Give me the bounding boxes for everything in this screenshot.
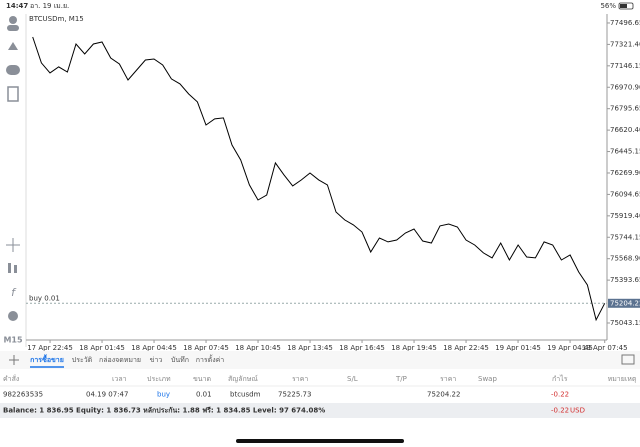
y-tick-label: 76970.90: [610, 83, 640, 91]
current-price-label: 75204.22: [610, 299, 640, 307]
tab[interactable]: กล่องจดหมาย: [99, 356, 141, 364]
tab[interactable]: การซื้อขาย: [30, 353, 64, 364]
icon-add[interactable]: [7, 86, 19, 102]
y-tick-label: 76269.90: [610, 169, 640, 177]
x-tick-label: 18 Apr 13:45: [287, 344, 333, 352]
price-line: [32, 36, 606, 322]
column-header[interactable]: Swap: [478, 375, 497, 383]
left-toolbar: f M15: [3, 16, 23, 345]
x-tick-label: 18 Apr 07:45: [183, 344, 229, 352]
icon-new-order[interactable]: [9, 355, 19, 365]
y-tick-label: 75919.40: [610, 212, 640, 220]
column-header[interactable]: S/L: [347, 375, 358, 383]
y-tick-label: 76094.65: [610, 190, 640, 198]
icon-trade[interactable]: [8, 42, 18, 50]
column-header[interactable]: คำสั่ง: [3, 374, 19, 383]
battery-level: [620, 4, 627, 8]
y-tick-label: 77146.15: [610, 62, 640, 70]
x-tick-label: 19 Apr 04:45: [547, 344, 593, 352]
chart-title: BTCUSDm, M15: [29, 15, 84, 23]
cell-volume: 0.01: [196, 391, 212, 399]
tab[interactable]: บันทึก: [171, 355, 189, 364]
tabs: การซื้อขาย ประวัติ กล่องจดหมาย ข่าว บันทึก กา…: [30, 353, 225, 368]
icon-objects[interactable]: [8, 311, 18, 321]
trade-table: คำสั่ง เวลา ประเภท ขนาด สัญลักษณ์ ราคา S/L T/P ร…: [0, 374, 640, 399]
column-header[interactable]: สัญลักษณ์: [228, 375, 258, 383]
balance-bar: [0, 403, 640, 418]
x-tick-label: 18 Apr 22:45: [443, 344, 489, 352]
currency: USD: [570, 407, 585, 415]
column-header[interactable]: ราคา: [292, 375, 308, 383]
column-header[interactable]: ขนาด: [193, 375, 211, 383]
icon-account[interactable]: [9, 16, 17, 24]
column-header[interactable]: หมายเหตุ: [608, 375, 637, 383]
column-header[interactable]: T/P: [395, 375, 407, 383]
x-tick-label: 18 Apr 16:45: [339, 344, 385, 352]
balance-text: Balance: 1 836.95 Equity: 1 836.73 หลักป…: [3, 407, 325, 415]
current-price-box: [608, 298, 640, 308]
y-tick-label: 75744.15: [610, 233, 640, 241]
icon-function[interactable]: f: [11, 286, 17, 299]
x-tick-label: 18 Apr 10:45: [235, 344, 281, 352]
x-tick-label: 18 Apr 19:45: [391, 344, 437, 352]
cell-profit: -0.22: [551, 391, 569, 399]
y-tick-label: 76795.65: [610, 105, 640, 113]
x-tick-label: 17 Apr 22:45: [27, 344, 73, 352]
column-header[interactable]: เวลา: [112, 375, 127, 383]
y-tick-label: 75393.65: [610, 276, 640, 284]
column-header[interactable]: ราคา: [440, 375, 456, 383]
column-header[interactable]: ประเภท: [147, 375, 171, 383]
chart: 77496.65 77321.40 77146.15 76970.90 76795.65…: [26, 19, 640, 352]
status-battery: 56%: [600, 2, 616, 10]
y-tick-label: 77321.40: [610, 40, 640, 48]
icon-indicator[interactable]: [8, 263, 11, 273]
tab[interactable]: การตั้งค่า: [196, 353, 225, 364]
y-tick-label: 76445.15: [610, 148, 640, 156]
timeframe[interactable]: M15: [3, 336, 23, 345]
cell-order: 982263535: [3, 391, 43, 399]
tab[interactable]: ข่าว: [150, 356, 163, 364]
y-tick-label: 77496.65: [610, 19, 640, 27]
icon-account-body: [7, 25, 19, 31]
cell-type: buy: [157, 391, 170, 399]
x-tick-label: 18 Apr 01:45: [79, 344, 125, 352]
total-profit: -0.22: [551, 407, 569, 415]
y-tick-label: 76620.40: [610, 126, 640, 134]
cell-time: 04.19 07:47: [86, 391, 128, 399]
status-time: 14:47: [6, 2, 28, 10]
x-tick-label: 18 Apr 04:45: [131, 344, 177, 352]
x-tick-label: 19 Apr 07:45: [582, 344, 628, 352]
column-header[interactable]: กำไร: [552, 374, 568, 383]
cell-open-price: 75225.73: [278, 391, 311, 399]
x-tick-label: 19 Apr 01:45: [495, 344, 541, 352]
cell-symbol: btcusdm: [230, 391, 261, 399]
y-tick-label: 75568.90: [610, 255, 640, 263]
battery-icon: [618, 2, 634, 10]
tab[interactable]: ประวัติ: [72, 356, 93, 364]
y-tick-label: 75043.15: [610, 319, 640, 327]
home-indicator: [236, 439, 404, 443]
status-date: อา. 19 เม.ย.: [30, 2, 69, 10]
tab-bar: [0, 351, 640, 369]
cell-price: 75204.22: [427, 391, 460, 399]
order-label: buy 0.01: [29, 294, 60, 302]
icon-panel[interactable]: [621, 354, 635, 365]
icon-indicator-2: [14, 265, 17, 273]
icon-chat[interactable]: [6, 65, 20, 75]
icon-crosshair[interactable]: [6, 238, 20, 252]
